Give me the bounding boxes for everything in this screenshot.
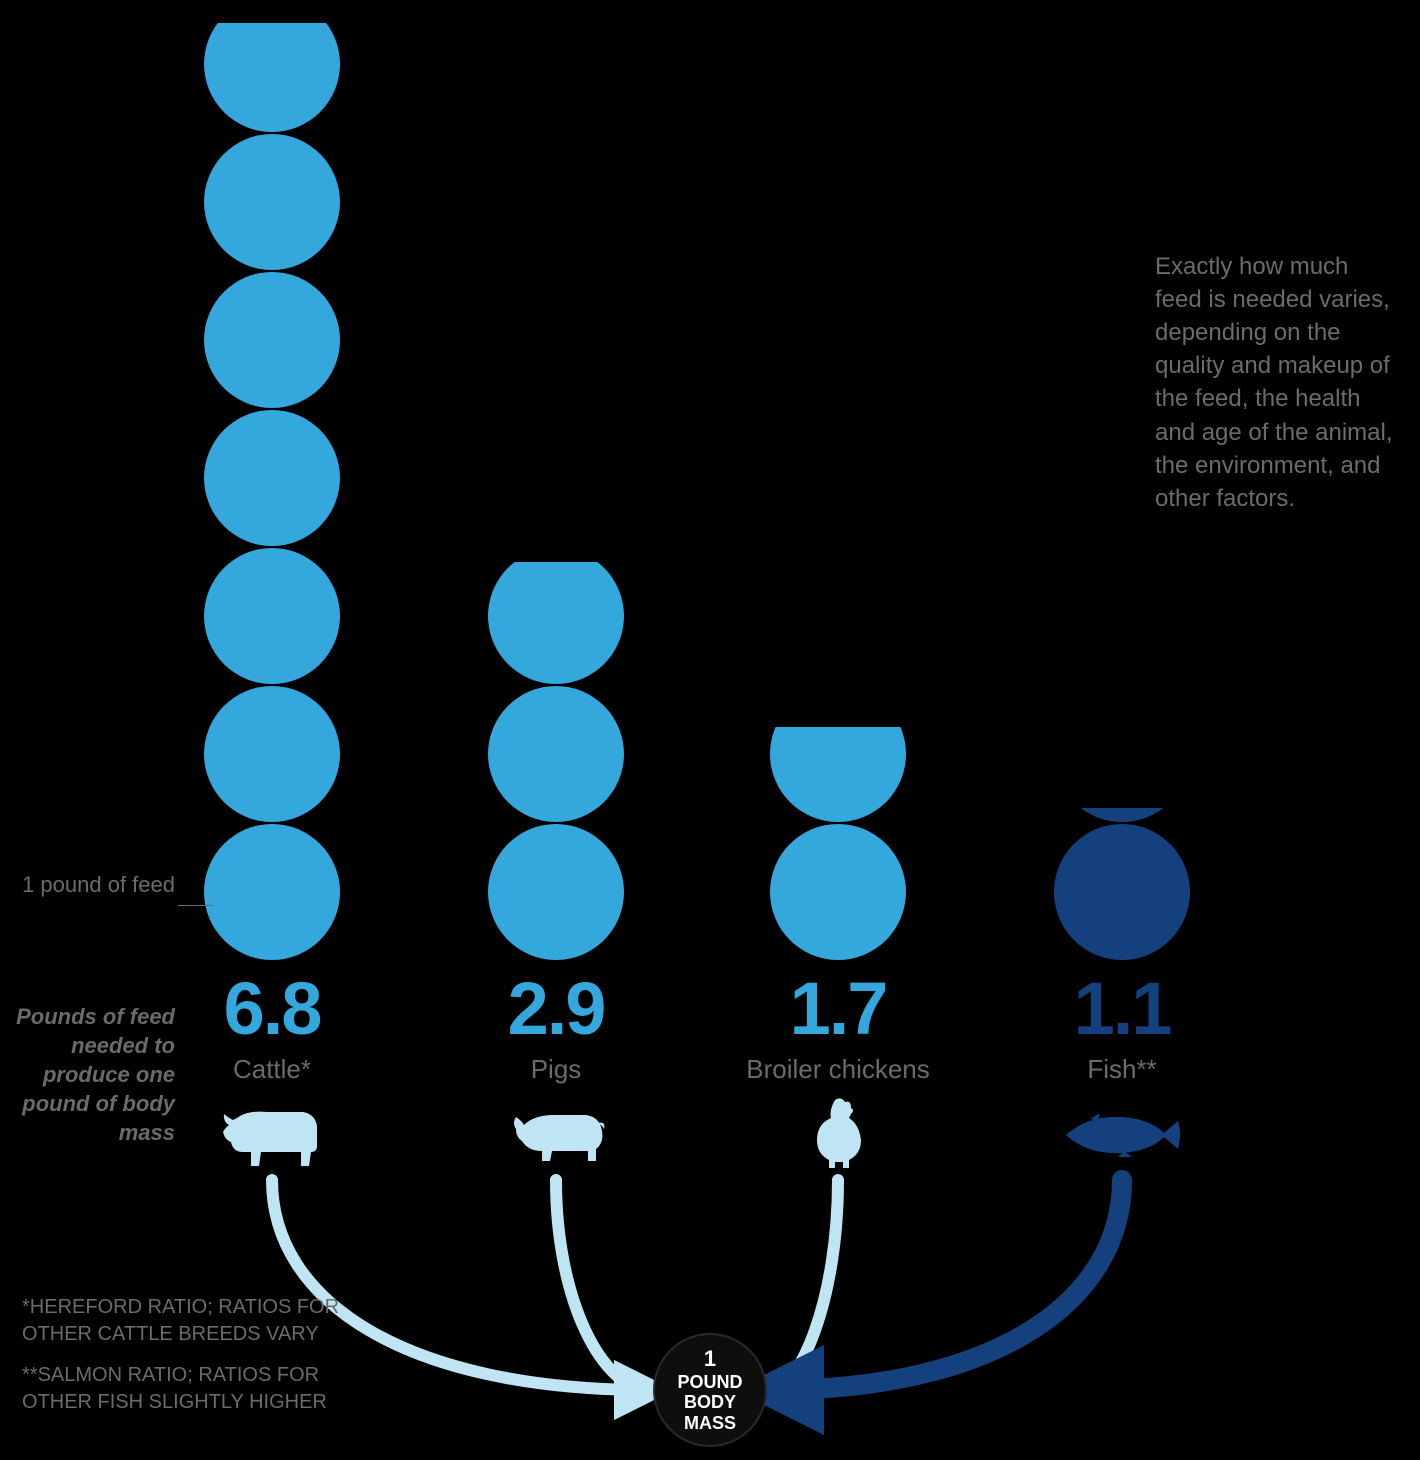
value-fish: 1.1 [1074,972,1171,1046]
badge-line-4: MASS [684,1413,736,1434]
feed-circles-cattle [204,21,340,960]
label-pigs: Pigs [531,1054,582,1085]
pound-body-mass-badge: 1 POUND BODY MASS [653,1333,767,1447]
feed-circle [1054,824,1190,960]
value-pigs: 2.9 [508,972,605,1046]
value-cattle: 6.8 [224,972,321,1046]
feed-unit-label: 1 pound of feed [0,870,175,900]
fish-icon [1060,1095,1184,1175]
feed-circle-partial [488,562,624,684]
label-broilers: Broiler chickens [746,1054,930,1085]
feed-circle-partial [770,727,906,822]
column-fish: 1.1 Fish** [1032,806,1212,1175]
chicken-icon [805,1095,871,1175]
label-cattle: Cattle* [233,1054,311,1085]
feed-circles-broilers [770,725,906,960]
cattle-icon [217,1095,327,1175]
feed-circle [204,686,340,822]
feed-circle-partial [204,23,340,132]
feed-circle [204,824,340,960]
feed-circle [488,686,624,822]
feed-circle [204,410,340,546]
feed-circle-partial [1054,808,1190,822]
column-broilers: 1.7 Broiler chickens [748,725,928,1175]
metric-description: Pounds of feed needed to produce one pou… [0,1002,175,1147]
badge-line-2: POUND [677,1372,742,1393]
footnotes: *HEREFORD RATIO; RATIOS FOR OTHER CATTLE… [22,1294,362,1430]
label-fish: Fish** [1087,1054,1156,1085]
feed-circle [204,134,340,270]
column-cattle: 6.8 Cattle* [182,21,362,1175]
flow-pigs [556,1180,650,1390]
feed-unit-pointer [178,905,214,906]
footnote-2: **SALMON RATIO; RATIOS FOR OTHER FISH SL… [22,1362,362,1416]
flow-broilers [770,1180,838,1390]
feed-circle [204,548,340,684]
value-broilers: 1.7 [790,972,887,1046]
badge-line-3: BODY [684,1392,736,1413]
feed-circle [204,272,340,408]
footnote-1: *HEREFORD RATIO; RATIOS FOR OTHER CATTLE… [22,1294,362,1348]
context-paragraph: Exactly how much feed is needed varies, … [1155,250,1395,515]
flow-fish [770,1180,1122,1390]
feed-circles-fish [1054,806,1190,960]
badge-line-1: 1 [704,1346,716,1371]
feed-circle [770,824,906,960]
column-pigs: 2.9 Pigs [466,560,646,1175]
pig-icon [506,1095,606,1175]
feed-circles-pigs [488,560,624,960]
feed-circle [488,824,624,960]
